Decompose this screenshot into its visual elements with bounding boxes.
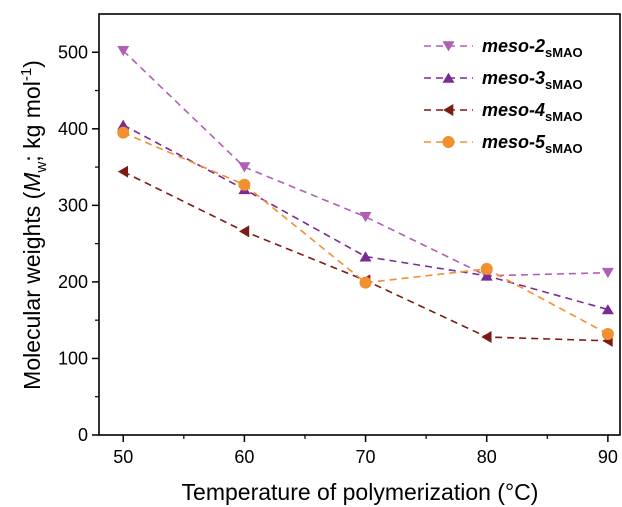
x-axis-label: Temperature of polymerization (°C) [182,479,539,505]
y-tick-label: 100 [58,348,88,368]
legend-marker [443,104,454,116]
legend-label: meso-2sMAO [482,36,583,60]
x-tick-label: 90 [598,447,618,467]
data-point [601,327,614,340]
y-tick-label: 400 [58,119,88,139]
series-line [122,50,608,277]
x-axis: 50 60 70 80 90 [113,435,618,467]
series-layer [117,45,614,347]
data-point [117,119,130,130]
y-axis-label-subscript: w [33,162,50,174]
data-point [117,165,129,178]
data-point [359,251,372,262]
y-tick-label: 200 [58,272,88,292]
x-tick-label: 80 [477,447,497,467]
data-point [238,225,250,238]
y-tick-label: 300 [58,195,88,215]
data-point [238,178,251,191]
legend-item-meso-5: meso-5sMAO [424,132,583,156]
data-point [480,262,493,275]
x-tick-label: 50 [113,447,133,467]
plot-frame [98,13,621,436]
y-tick-label: 0 [78,425,88,445]
legend-label: meso-5sMAO [482,132,583,156]
y-axis-label: Molecular weights (Mw; kg mol-1) [18,60,50,390]
y-axis-label-unit: ; kg mol [19,81,45,162]
y-axis: 0 100 200 300 400 500 [58,42,99,445]
y-axis-label-suffix: ) [19,60,45,68]
series-meso-5 [117,126,614,340]
data-point [601,304,614,315]
legend-label: meso-4sMAO [482,100,583,124]
legend: meso-2sMAO meso-3sMAO meso-4sMAO meso-5sMAO [424,36,583,156]
y-axis-label-symbol: M [19,172,45,192]
series-line [122,131,609,335]
x-tick-label: 60 [234,447,254,467]
y-tick-label: 500 [58,42,88,62]
x-tick-label: 70 [356,447,376,467]
legend-marker [442,41,455,52]
series-meso-2 [117,45,614,282]
y-axis-label-superscript: -1 [18,68,35,81]
data-point [601,267,614,279]
legend-marker [442,136,455,148]
legend-marker [442,72,455,83]
data-point [117,126,130,139]
legend-label: meso-3sMAO [482,68,583,92]
legend-item-meso-2: meso-2sMAO [424,36,583,60]
data-point [238,162,251,173]
series-meso-3 [117,119,614,315]
legend-item-meso-4: meso-4sMAO [424,100,583,124]
data-point [359,212,372,223]
data-point [117,45,130,57]
data-point [480,270,493,281]
y-axis-label-prefix: Molecular weights ( [19,191,45,389]
data-point [359,276,372,289]
data-point [481,331,492,344]
legend-item-meso-3: meso-3sMAO [424,68,583,92]
